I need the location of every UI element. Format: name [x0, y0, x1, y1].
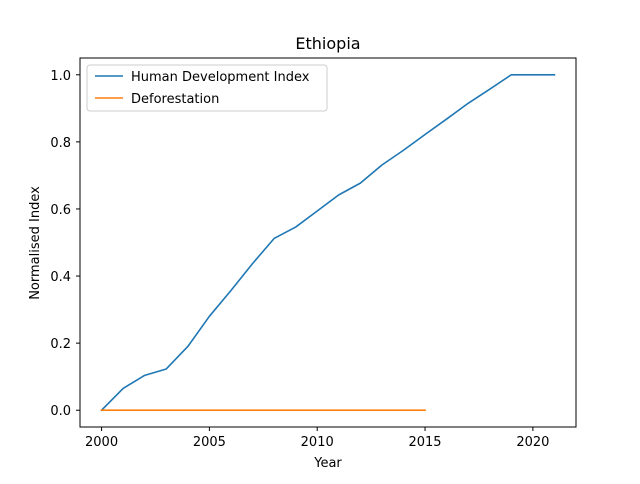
- y-tick-label: 0.0: [50, 404, 71, 419]
- x-axis-label: Year: [313, 456, 342, 471]
- y-tick-label: 0.6: [50, 203, 71, 218]
- x-tick-label: 2005: [193, 435, 226, 450]
- y-tick-label: 0.2: [50, 337, 71, 352]
- y-axis-label: Normalised Index: [28, 186, 43, 300]
- y-tick-label: 0.8: [50, 136, 71, 151]
- x-tick-label: 2000: [85, 435, 118, 450]
- axes-frame: [79, 57, 577, 428]
- series-line-hdi: [100, 73, 556, 412]
- legend: Human Development Index Deforestation: [86, 64, 328, 112]
- series-layer: [100, 73, 556, 412]
- legend-label: Deforestation: [131, 92, 219, 107]
- x-tick-label: 2015: [408, 435, 441, 450]
- x-tick-label: 2020: [516, 435, 549, 450]
- legend-label: Human Development Index: [131, 70, 310, 85]
- x-tick-label: 2010: [301, 435, 334, 450]
- y-tick-label: 1.0: [50, 69, 71, 84]
- axes-layer: 2000 2005 2010 2015 2020 0.0 0.2 0.4 0.6 0.8 1.0: [50, 57, 577, 450]
- legend-box: [86, 64, 328, 112]
- y-tick-label: 0.4: [50, 270, 71, 285]
- chart-title: Ethiopia: [295, 34, 360, 53]
